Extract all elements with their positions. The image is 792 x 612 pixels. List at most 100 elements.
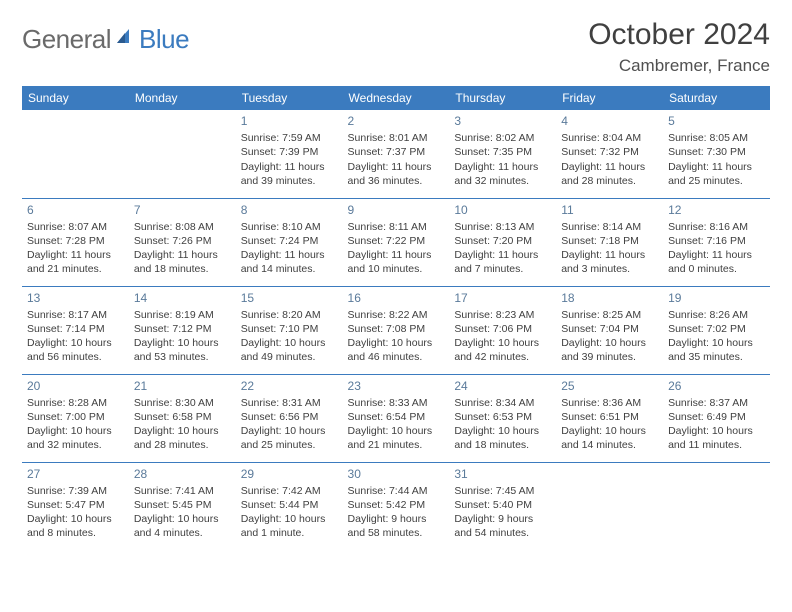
sunset-line: Sunset: 7:12 PM bbox=[134, 322, 231, 336]
daylight-line: Daylight: 10 hours and 14 minutes. bbox=[561, 424, 658, 452]
sunset-line: Sunset: 7:06 PM bbox=[454, 322, 551, 336]
sunrise-line: Sunrise: 8:20 AM bbox=[241, 308, 338, 322]
sunset-line: Sunset: 7:39 PM bbox=[241, 145, 338, 159]
day-number: 19 bbox=[668, 290, 765, 306]
sunrise-line: Sunrise: 7:59 AM bbox=[241, 131, 338, 145]
sunrise-line: Sunrise: 8:10 AM bbox=[241, 220, 338, 234]
day-number: 18 bbox=[561, 290, 658, 306]
daylight-line: Daylight: 10 hours and 56 minutes. bbox=[27, 336, 124, 364]
sunrise-line: Sunrise: 7:45 AM bbox=[454, 484, 551, 498]
day-number: 7 bbox=[134, 202, 231, 218]
day-number: 24 bbox=[454, 378, 551, 394]
sunset-line: Sunset: 5:40 PM bbox=[454, 498, 551, 512]
day-number: 4 bbox=[561, 113, 658, 129]
day-number: 14 bbox=[134, 290, 231, 306]
daylight-line: Daylight: 10 hours and 1 minute. bbox=[241, 512, 338, 540]
sunrise-line: Sunrise: 8:22 AM bbox=[348, 308, 445, 322]
calendar-row: 20Sunrise: 8:28 AMSunset: 7:00 PMDayligh… bbox=[22, 374, 770, 462]
sunset-line: Sunset: 7:08 PM bbox=[348, 322, 445, 336]
day-number: 21 bbox=[134, 378, 231, 394]
sunrise-line: Sunrise: 8:33 AM bbox=[348, 396, 445, 410]
daylight-line: Daylight: 11 hours and 39 minutes. bbox=[241, 160, 338, 188]
daylight-line: Daylight: 10 hours and 39 minutes. bbox=[561, 336, 658, 364]
title-block: October 2024 Cambremer, France bbox=[588, 18, 770, 76]
daylight-line: Daylight: 11 hours and 21 minutes. bbox=[27, 248, 124, 276]
calendar-cell: 9Sunrise: 8:11 AMSunset: 7:22 PMDaylight… bbox=[343, 198, 450, 286]
calendar-cell: 16Sunrise: 8:22 AMSunset: 7:08 PMDayligh… bbox=[343, 286, 450, 374]
day-number: 31 bbox=[454, 466, 551, 482]
sunrise-line: Sunrise: 7:42 AM bbox=[241, 484, 338, 498]
calendar-cell-empty bbox=[663, 462, 770, 550]
logo: General Blue bbox=[22, 24, 189, 55]
calendar-cell: 24Sunrise: 8:34 AMSunset: 6:53 PMDayligh… bbox=[449, 374, 556, 462]
day-header-tue: Tuesday bbox=[236, 86, 343, 110]
sunset-line: Sunset: 6:53 PM bbox=[454, 410, 551, 424]
calendar-cell: 23Sunrise: 8:33 AMSunset: 6:54 PMDayligh… bbox=[343, 374, 450, 462]
daylight-line: Daylight: 11 hours and 10 minutes. bbox=[348, 248, 445, 276]
location-text: Cambremer, France bbox=[588, 56, 770, 76]
sunset-line: Sunset: 7:18 PM bbox=[561, 234, 658, 248]
sunrise-line: Sunrise: 8:05 AM bbox=[668, 131, 765, 145]
daylight-line: Daylight: 11 hours and 3 minutes. bbox=[561, 248, 658, 276]
sunrise-line: Sunrise: 8:11 AM bbox=[348, 220, 445, 234]
sunset-line: Sunset: 7:00 PM bbox=[27, 410, 124, 424]
day-number: 27 bbox=[27, 466, 124, 482]
calendar-cell: 8Sunrise: 8:10 AMSunset: 7:24 PMDaylight… bbox=[236, 198, 343, 286]
sunrise-line: Sunrise: 8:30 AM bbox=[134, 396, 231, 410]
calendar-cell: 14Sunrise: 8:19 AMSunset: 7:12 PMDayligh… bbox=[129, 286, 236, 374]
daylight-line: Daylight: 10 hours and 49 minutes. bbox=[241, 336, 338, 364]
logo-sail-icon bbox=[115, 27, 135, 52]
daylight-line: Daylight: 9 hours and 58 minutes. bbox=[348, 512, 445, 540]
sunset-line: Sunset: 6:54 PM bbox=[348, 410, 445, 424]
sunrise-line: Sunrise: 8:02 AM bbox=[454, 131, 551, 145]
calendar-table: Sunday Monday Tuesday Wednesday Thursday… bbox=[22, 86, 770, 550]
sunrise-line: Sunrise: 8:01 AM bbox=[348, 131, 445, 145]
page-title: October 2024 bbox=[588, 18, 770, 52]
calendar-cell: 13Sunrise: 8:17 AMSunset: 7:14 PMDayligh… bbox=[22, 286, 129, 374]
daylight-line: Daylight: 11 hours and 32 minutes. bbox=[454, 160, 551, 188]
calendar-row: 13Sunrise: 8:17 AMSunset: 7:14 PMDayligh… bbox=[22, 286, 770, 374]
day-number: 10 bbox=[454, 202, 551, 218]
sunset-line: Sunset: 6:56 PM bbox=[241, 410, 338, 424]
calendar-cell: 27Sunrise: 7:39 AMSunset: 5:47 PMDayligh… bbox=[22, 462, 129, 550]
day-header-sat: Saturday bbox=[663, 86, 770, 110]
daylight-line: Daylight: 11 hours and 18 minutes. bbox=[134, 248, 231, 276]
sunrise-line: Sunrise: 8:37 AM bbox=[668, 396, 765, 410]
sunset-line: Sunset: 7:02 PM bbox=[668, 322, 765, 336]
calendar-cell: 10Sunrise: 8:13 AMSunset: 7:20 PMDayligh… bbox=[449, 198, 556, 286]
daylight-line: Daylight: 10 hours and 28 minutes. bbox=[134, 424, 231, 452]
calendar-cell: 7Sunrise: 8:08 AMSunset: 7:26 PMDaylight… bbox=[129, 198, 236, 286]
day-header-sun: Sunday bbox=[22, 86, 129, 110]
sunrise-line: Sunrise: 8:19 AM bbox=[134, 308, 231, 322]
logo-text-part2: Blue bbox=[139, 24, 189, 55]
sunset-line: Sunset: 5:44 PM bbox=[241, 498, 338, 512]
sunrise-line: Sunrise: 8:36 AM bbox=[561, 396, 658, 410]
sunrise-line: Sunrise: 7:41 AM bbox=[134, 484, 231, 498]
calendar-cell: 22Sunrise: 8:31 AMSunset: 6:56 PMDayligh… bbox=[236, 374, 343, 462]
calendar-cell: 26Sunrise: 8:37 AMSunset: 6:49 PMDayligh… bbox=[663, 374, 770, 462]
sunset-line: Sunset: 5:47 PM bbox=[27, 498, 124, 512]
calendar-cell: 11Sunrise: 8:14 AMSunset: 7:18 PMDayligh… bbox=[556, 198, 663, 286]
calendar-cell: 6Sunrise: 8:07 AMSunset: 7:28 PMDaylight… bbox=[22, 198, 129, 286]
daylight-line: Daylight: 11 hours and 0 minutes. bbox=[668, 248, 765, 276]
sunrise-line: Sunrise: 8:04 AM bbox=[561, 131, 658, 145]
sunrise-line: Sunrise: 8:08 AM bbox=[134, 220, 231, 234]
calendar-cell: 17Sunrise: 8:23 AMSunset: 7:06 PMDayligh… bbox=[449, 286, 556, 374]
logo-text-part1: General bbox=[22, 24, 111, 55]
calendar-cell: 21Sunrise: 8:30 AMSunset: 6:58 PMDayligh… bbox=[129, 374, 236, 462]
sunset-line: Sunset: 7:24 PM bbox=[241, 234, 338, 248]
sunset-line: Sunset: 7:30 PM bbox=[668, 145, 765, 159]
day-number: 15 bbox=[241, 290, 338, 306]
sunset-line: Sunset: 7:37 PM bbox=[348, 145, 445, 159]
calendar-cell: 20Sunrise: 8:28 AMSunset: 7:00 PMDayligh… bbox=[22, 374, 129, 462]
sunrise-line: Sunrise: 8:07 AM bbox=[27, 220, 124, 234]
day-number: 28 bbox=[134, 466, 231, 482]
day-number: 22 bbox=[241, 378, 338, 394]
sunset-line: Sunset: 5:42 PM bbox=[348, 498, 445, 512]
day-number: 11 bbox=[561, 202, 658, 218]
daylight-line: Daylight: 10 hours and 32 minutes. bbox=[27, 424, 124, 452]
day-number: 23 bbox=[348, 378, 445, 394]
day-number: 6 bbox=[27, 202, 124, 218]
day-number: 16 bbox=[348, 290, 445, 306]
day-header-wed: Wednesday bbox=[343, 86, 450, 110]
